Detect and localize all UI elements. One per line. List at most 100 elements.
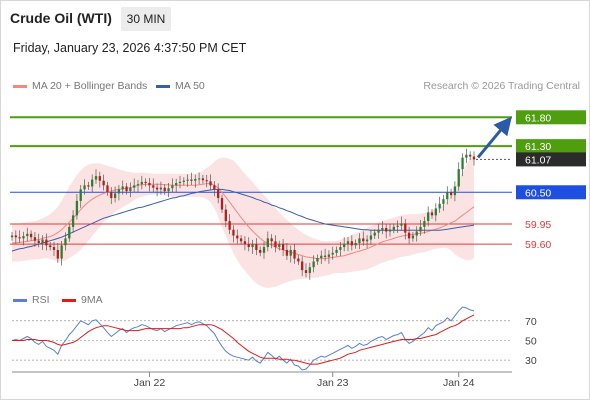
candle: [106, 181, 109, 196]
candle-body: [159, 187, 163, 190]
candle-body: [327, 254, 331, 257]
candle: [33, 232, 37, 247]
candle-body: [197, 178, 201, 180]
candle-body: [243, 241, 247, 245]
candle: [281, 238, 285, 256]
candle: [26, 227, 29, 242]
candle-body: [37, 240, 40, 244]
candle-body: [136, 184, 140, 186]
candle: [121, 180, 124, 195]
candle-body: [381, 228, 384, 230]
candle: [41, 235, 44, 250]
candle-body: [350, 241, 353, 246]
candle: [453, 181, 457, 202]
candle-body: [201, 178, 205, 181]
candle: [22, 231, 25, 246]
candle-body: [87, 185, 90, 187]
candle-body: [45, 239, 48, 246]
candle: [427, 206, 430, 227]
candle: [411, 232, 415, 242]
candle-body: [262, 247, 266, 253]
candle: [152, 178, 155, 192]
candle: [110, 187, 113, 205]
level-label-59.60: 59.60: [525, 239, 551, 251]
candle-body: [79, 189, 82, 201]
candle-body: [217, 189, 220, 199]
candle: [278, 240, 281, 251]
candle: [129, 182, 132, 198]
candle-body: [312, 261, 315, 268]
candle-body: [178, 181, 182, 184]
instrument-title: Crude Oil (WTI): [10, 10, 112, 26]
candle-body: [56, 249, 59, 259]
candle-body: [346, 241, 350, 245]
candle: [270, 234, 273, 249]
candle: [133, 178, 136, 192]
candle-body: [335, 249, 338, 253]
candle: [358, 233, 361, 250]
candle: [224, 204, 227, 228]
candle-body: [133, 185, 136, 188]
candle: [274, 235, 277, 253]
rsi-series-9ma: [12, 314, 475, 365]
candle: [79, 185, 82, 208]
candle-body: [94, 176, 98, 180]
legend-ma50-label: MA 50: [175, 80, 205, 92]
candle-body: [465, 154, 468, 158]
candle-body: [71, 215, 75, 227]
legend-ma20-label: MA 20 + Bollinger Bands: [32, 80, 148, 92]
candle: [331, 246, 334, 260]
candle: [255, 238, 258, 256]
candle: [247, 237, 250, 252]
candle-body: [316, 258, 319, 262]
candle: [14, 230, 17, 244]
candle: [102, 174, 105, 191]
ma9-swatch: [62, 298, 76, 302]
candle-body: [106, 185, 109, 193]
candle: [10, 232, 14, 241]
candle-body: [343, 244, 346, 248]
candle: [232, 225, 235, 243]
candle: [369, 229, 373, 245]
candle-body: [117, 189, 121, 194]
candle: [423, 216, 426, 234]
candle-body: [365, 239, 369, 242]
candle-body: [259, 249, 262, 253]
candle: [213, 181, 216, 197]
candle-body: [236, 235, 239, 239]
candle-body: [385, 228, 388, 232]
rsi-tick-30: 30: [525, 355, 537, 367]
candle-body: [270, 238, 273, 242]
candle: [365, 235, 369, 249]
candle-body: [407, 232, 411, 239]
legend-9ma: 9MA: [62, 294, 103, 306]
level-tag-60.50: [516, 185, 586, 200]
candle-body: [29, 233, 33, 238]
candle-body: [293, 249, 296, 259]
timeframe-button[interactable]: 30 MIN: [121, 7, 171, 31]
candle-body: [446, 192, 449, 200]
candle-body: [186, 179, 189, 181]
candle: [243, 236, 247, 251]
candle: [83, 179, 86, 195]
candle-body: [301, 261, 304, 271]
candle: [301, 256, 304, 277]
candle: [194, 174, 197, 188]
candle: [163, 184, 166, 195]
candle: [407, 226, 411, 244]
credit-text: Research © 2026 Trading Central: [423, 80, 580, 92]
candle: [442, 194, 445, 211]
candle: [205, 174, 208, 188]
candle: [18, 230, 21, 243]
candle: [312, 255, 315, 273]
candle-body: [167, 188, 170, 192]
candle-body: [442, 199, 445, 204]
candle-body: [427, 212, 430, 222]
candle-body: [125, 186, 128, 192]
level-tag-61.80: [516, 110, 586, 125]
candle: [335, 246, 338, 257]
candle: [29, 230, 33, 241]
candle-body: [91, 179, 94, 187]
rsi-tick-50: 50: [525, 335, 537, 347]
chart-datetime: Friday, January 23, 2026 4:37:50 PM CET: [13, 41, 247, 55]
